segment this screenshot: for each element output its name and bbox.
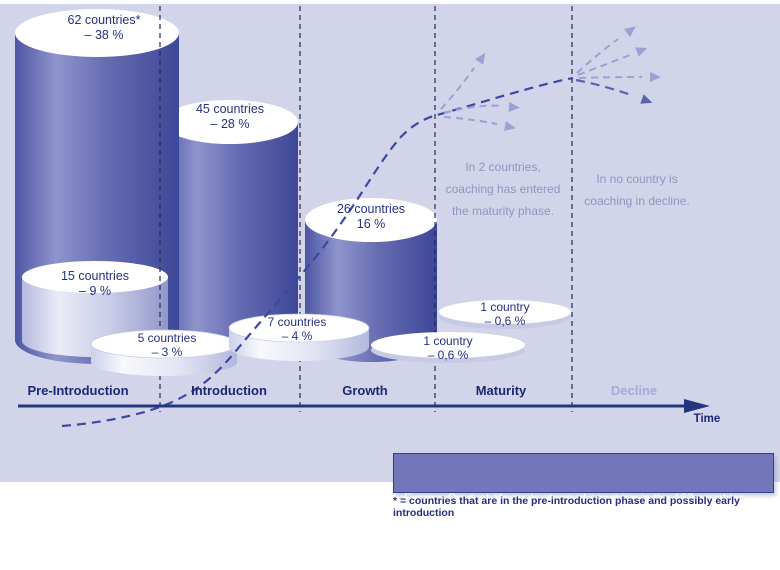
footnote-asterisk: * = countries that are in the pre-introd… bbox=[393, 495, 740, 519]
label-line-percent: – 4 % bbox=[281, 329, 313, 343]
stage-label-maturity: Maturity bbox=[475, 383, 527, 398]
label-line-countries: 5 countries bbox=[137, 331, 197, 345]
label-introduction-7: 7 countries – 4 % bbox=[222, 315, 372, 343]
label-introduction-45: 45 countries – 28 % bbox=[155, 102, 305, 132]
life-cycle-chart-canvas bbox=[15, 6, 710, 428]
label-line-percent: – 0,6 % bbox=[484, 314, 526, 328]
label-line-percent: – 38 % bbox=[84, 28, 124, 42]
label-pre-intro-5: 5 countries – 3 % bbox=[92, 331, 242, 359]
maturity-branch-arrowheads bbox=[474, 52, 520, 131]
maturity-branch-arrows bbox=[440, 67, 503, 125]
disc-growth-1 bbox=[371, 332, 525, 363]
label-line-countries: 7 countries bbox=[267, 315, 327, 329]
caption-line-2: (number and percentage of countries in e… bbox=[404, 539, 680, 553]
figure-caption-box: Figure: Product-life-cycle stage of coac… bbox=[393, 453, 774, 553]
label-line-percent: 16 % bbox=[356, 217, 386, 231]
label-growth-1: 1 country – 0,6 % bbox=[373, 334, 523, 362]
time-axis bbox=[18, 399, 710, 413]
decline-downturn-arrow bbox=[575, 78, 653, 104]
decline-branch-arrowheads bbox=[623, 26, 661, 82]
disc-maturity-1 bbox=[439, 300, 571, 329]
label-line-percent: – 28 % bbox=[210, 117, 250, 131]
label-line-countries: 62 countries* bbox=[67, 13, 141, 27]
label-line-percent: – 0,6 % bbox=[427, 348, 469, 362]
stage-label-decline: Decline bbox=[610, 383, 658, 398]
stage-label-introduction: Introduction bbox=[191, 383, 267, 398]
label-maturity-1: 1 country – 0,6 % bbox=[430, 300, 580, 328]
label-line-countries: 26 countries bbox=[336, 202, 406, 216]
caption-line-1: Figure: Product-life-cycle stage of coac… bbox=[404, 491, 746, 505]
label-growth-26: 26 countries 16 % bbox=[296, 202, 446, 232]
label-line-countries: 1 country bbox=[423, 334, 473, 348]
decline-annotation: In no country is coaching in decline. bbox=[584, 172, 690, 208]
time-axis-arrowhead bbox=[684, 399, 710, 413]
label-pre-introduction-62: 62 countries* – 38 % bbox=[29, 13, 179, 43]
cylinder-introduction-7 bbox=[228, 313, 370, 361]
label-line-countries: 1 country bbox=[480, 300, 530, 314]
stage-separator-lines bbox=[159, 6, 573, 412]
decline-branch-arrows bbox=[576, 38, 643, 79]
label-pre-introduction-15: 15 countries – 9 % bbox=[20, 269, 170, 299]
time-axis-label: Time bbox=[693, 413, 721, 425]
label-line-countries: 45 countries bbox=[195, 102, 265, 116]
label-line-percent: – 3 % bbox=[151, 345, 183, 359]
stage-label-growth: Growth bbox=[342, 383, 388, 398]
cylinder-pre-intro-5 bbox=[90, 329, 238, 376]
maturity-annotation: In 2 countries, coaching has entered the… bbox=[445, 160, 561, 218]
life-cycle-curve bbox=[61, 76, 574, 428]
stage-label-pre-introduction: Pre-Introduction bbox=[27, 383, 129, 398]
label-line-percent: – 9 % bbox=[79, 284, 111, 298]
label-line-countries: 15 countries bbox=[60, 269, 130, 283]
